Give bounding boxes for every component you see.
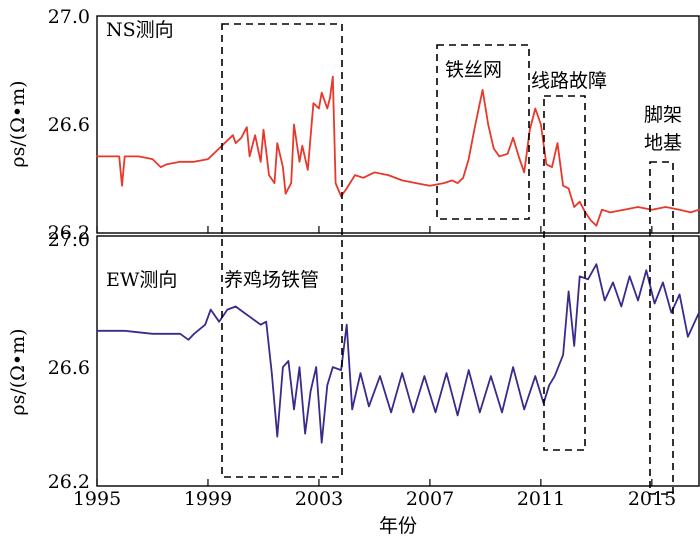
bottom-ylabel: ρs/(Ω•m) bbox=[7, 328, 29, 415]
xtick-1995: 1995 bbox=[73, 488, 121, 510]
annotation-box-line-fault bbox=[543, 95, 586, 451]
bottom-ytick-27.0: 27.0 bbox=[48, 229, 90, 251]
annotation-label-wire-fence: 铁丝网 bbox=[445, 59, 502, 81]
bottom-panel-frame bbox=[96, 235, 700, 487]
annotation-box-wire-fence bbox=[436, 44, 530, 220]
annotation-label-tripod-line1: 脚架 bbox=[644, 104, 682, 126]
annotation-label-line-fault: 线路故障 bbox=[531, 70, 607, 92]
x-axis-title: 年份 bbox=[379, 515, 417, 537]
xtick-2007: 2007 bbox=[406, 488, 454, 510]
annotation-box-tripod bbox=[649, 161, 674, 495]
xtick-2015: 2015 bbox=[628, 488, 676, 510]
top-ytick-26.6: 26.6 bbox=[48, 114, 90, 136]
ns-series-line bbox=[96, 75, 700, 227]
bottom-ytick-26.2: 26.2 bbox=[48, 471, 90, 493]
xtick-1999: 1999 bbox=[184, 488, 232, 510]
annotation-label-chicken-farm: 养鸡场铁管 bbox=[224, 269, 319, 291]
xtick-2011: 2011 bbox=[517, 488, 565, 510]
ew-series-line bbox=[96, 263, 700, 444]
top-ytick-26.2: 26.2 bbox=[48, 222, 90, 244]
annotation-label-tripod-line2: 地基 bbox=[644, 132, 682, 154]
xtick-2003: 2003 bbox=[295, 488, 343, 510]
top-panel-label: NS测向 bbox=[106, 19, 174, 41]
annotation-box-chicken-farm bbox=[221, 23, 343, 478]
top-panel-frame bbox=[96, 15, 700, 234]
bottom-ytick-26.6: 26.6 bbox=[48, 357, 90, 379]
bottom-panel-label: EW测向 bbox=[106, 269, 177, 291]
top-ylabel: ρs/(Ω•m) bbox=[7, 80, 29, 167]
top-ytick-27.0: 27.0 bbox=[48, 6, 90, 28]
